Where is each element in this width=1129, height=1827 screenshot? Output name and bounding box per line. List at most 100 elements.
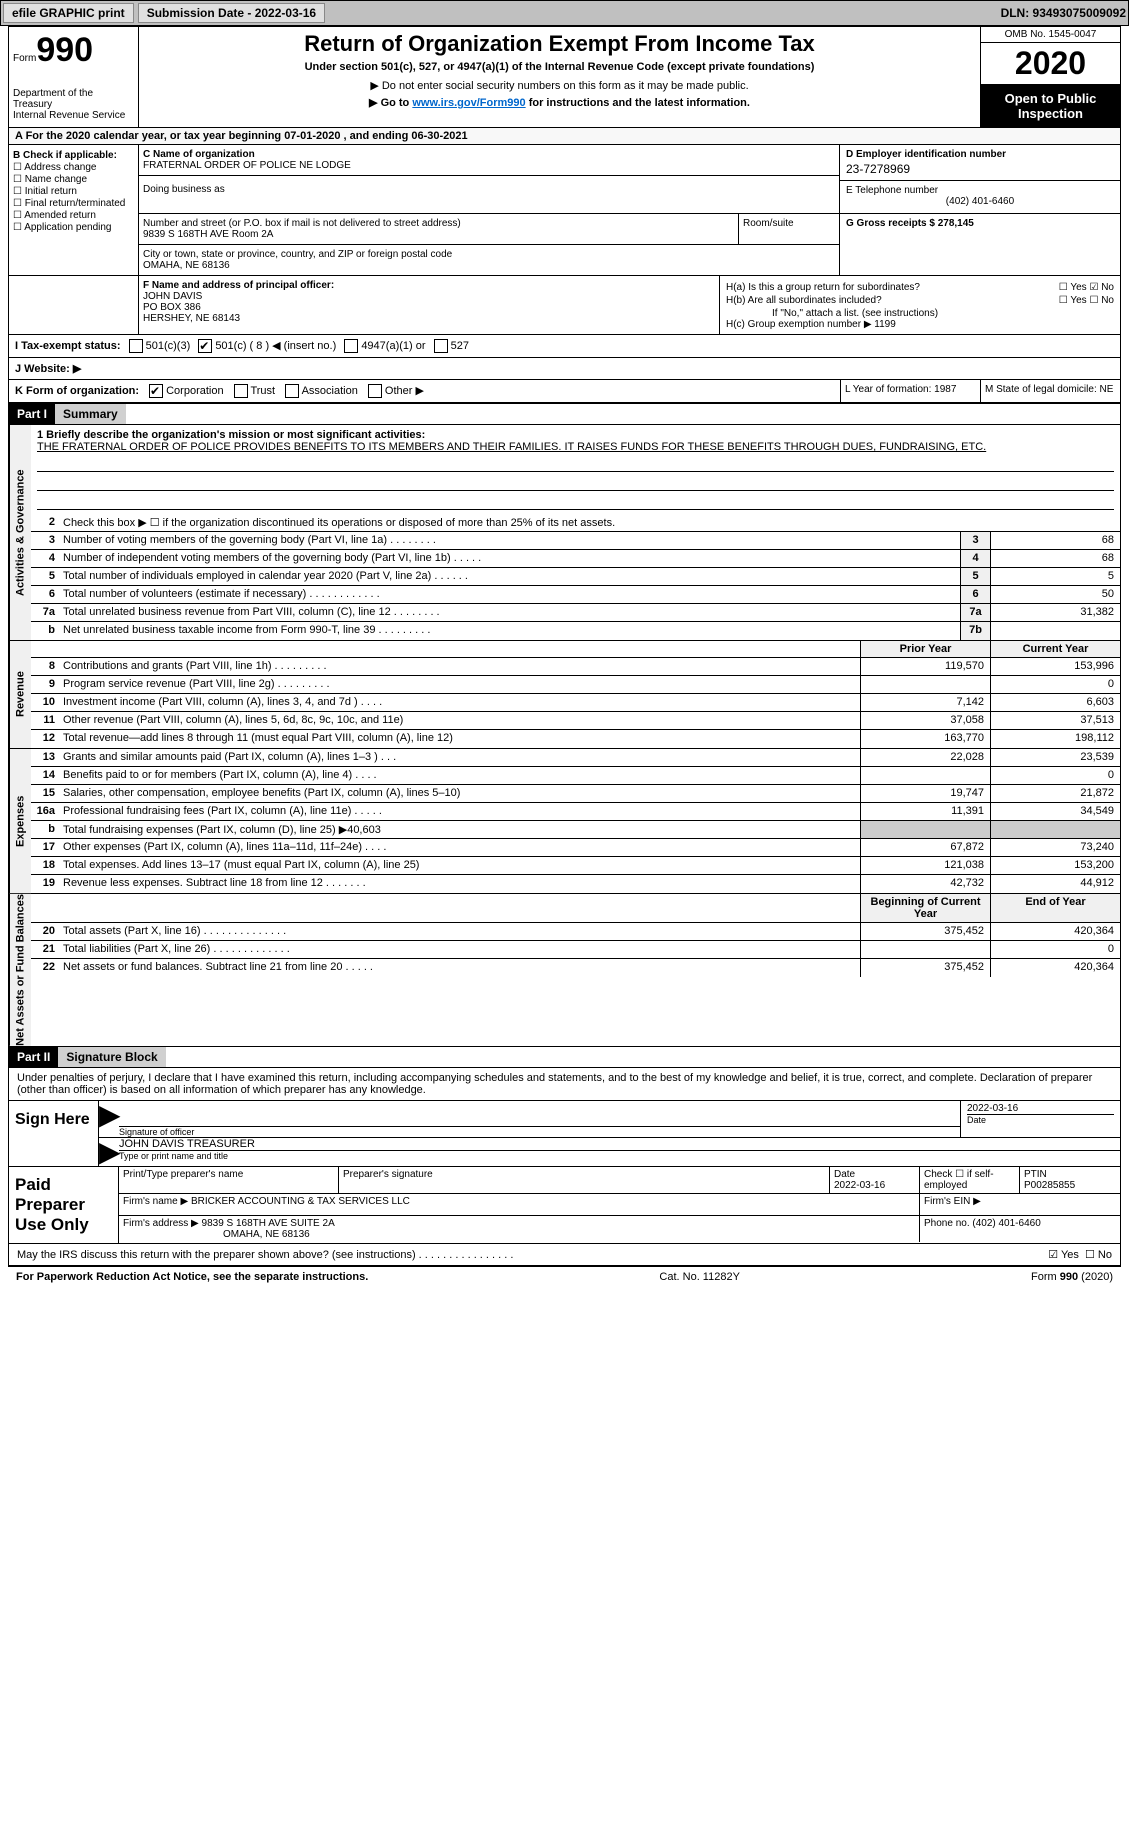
line-desc: Program service revenue (Part VIII, line… (59, 676, 860, 693)
discuss-no[interactable]: ☐ No (1085, 1248, 1112, 1261)
i-opt-0[interactable]: 501(c)(3) (129, 339, 191, 353)
line-num: 12 (31, 730, 59, 748)
line-desc: Total revenue—add lines 8 through 11 (mu… (59, 730, 860, 748)
irs-link[interactable]: www.irs.gov/Form990 (412, 97, 525, 109)
prior-val: 121,038 (860, 857, 990, 874)
prior-val (860, 676, 990, 693)
form-title: Return of Organization Exempt From Incom… (147, 31, 972, 57)
b-amended[interactable]: ☐ Amended return (13, 210, 134, 221)
line-num: b (31, 821, 59, 838)
line-num: 18 (31, 857, 59, 874)
line1-label: 1 Briefly describe the organization's mi… (37, 429, 1114, 441)
form-number: 990 (36, 31, 93, 69)
k-opt-2[interactable]: Association (285, 384, 358, 398)
footer-left: For Paperwork Reduction Act Notice, see … (16, 1271, 368, 1283)
sign-fields: ▶ Signature of officer 2022-03-16 Date ▶… (99, 1101, 1120, 1166)
blank-line-3 (37, 491, 1114, 510)
b-addr-change[interactable]: ☐ Address change (13, 162, 134, 173)
prior-val: 163,770 (860, 730, 990, 748)
b-pending[interactable]: ☐ Application pending (13, 222, 134, 233)
line-num: 4 (31, 550, 59, 567)
line-desc: Net unrelated business taxable income fr… (59, 622, 960, 640)
form-word: Form (13, 53, 36, 64)
line-val: 68 (990, 550, 1120, 567)
line-box: 7b (960, 622, 990, 640)
omb-number: OMB No. 1545-0047 (981, 27, 1120, 43)
b-name-change[interactable]: ☐ Name change (13, 174, 134, 185)
curr-val: 34,549 (990, 803, 1120, 820)
hb-no[interactable]: ☐ No (1089, 295, 1114, 306)
m-domicile: M State of legal domicile: NE (981, 380, 1120, 402)
prep-hdr-self[interactable]: Check ☐ if self-employed (920, 1167, 1020, 1193)
rev-hdr-spacer (31, 641, 860, 657)
l-formation: L Year of formation: 1987 (841, 380, 981, 402)
j-label: J Website: ▶ (15, 362, 81, 375)
org-name-box: C Name of organization FRATERNAL ORDER O… (139, 145, 839, 176)
line-desc: Total assets (Part X, line 16) . . . . .… (59, 923, 860, 940)
line-val: 5 (990, 568, 1120, 585)
part1-title: Summary (55, 404, 126, 424)
netassets-section: Net Assets or Fund Balances Beginning of… (8, 894, 1121, 1047)
discuss-yes[interactable]: ☑ Yes (1048, 1248, 1079, 1261)
line-desc: Professional fundraising fees (Part IX, … (59, 803, 860, 820)
curr-val: 23,539 (990, 749, 1120, 766)
line-desc: Contributions and grants (Part VIII, lin… (59, 658, 860, 675)
i-opt-1[interactable]: 501(c) ( 8 ) ◀ (insert no.) (198, 339, 336, 353)
phone-box: E Telephone number (402) 401-6460 (840, 181, 1120, 214)
line-desc: Total liabilities (Part X, line 26) . . … (59, 941, 860, 958)
firm-city-val: OMAHA, NE 68136 (123, 1229, 310, 1240)
hb-text: H(b) Are all subordinates included? (726, 295, 1059, 306)
k-opt-3[interactable]: Other ▶ (368, 384, 424, 398)
netassets-body: Beginning of Current Year End of Year 20… (31, 894, 1120, 1046)
gov-line-6: 6 Total number of volunteers (estimate i… (31, 586, 1120, 604)
instr2-pre: ▶ Go to (369, 97, 412, 109)
curr-val: 0 (990, 676, 1120, 693)
b-final[interactable]: ☐ Final return/terminated (13, 198, 134, 209)
line-15: 15 Salaries, other compensation, employe… (31, 785, 1120, 803)
efile-graphic-btn[interactable]: efile GRAPHIC print (3, 3, 134, 23)
hb-yes[interactable]: ☐ Yes (1059, 295, 1087, 306)
line-val: 50 (990, 586, 1120, 603)
prior-val: 375,452 (860, 923, 990, 940)
line-num: 16a (31, 803, 59, 820)
line-b: b Total fundraising expenses (Part IX, c… (31, 821, 1120, 839)
line-box: 6 (960, 586, 990, 603)
revenue-section: Revenue Prior Year Current Year 8 Contri… (8, 641, 1121, 749)
line-num: 22 (31, 959, 59, 977)
firm-addr-cell: Firm's address ▶ 9839 S 168TH AVE SUITE … (119, 1216, 920, 1242)
line-desc: Grants and similar amounts paid (Part IX… (59, 749, 860, 766)
line-num: 20 (31, 923, 59, 940)
k-left: K Form of organization: Corporation Trus… (9, 380, 840, 402)
curr-val: 37,513 (990, 712, 1120, 729)
k-opt-1[interactable]: Trust (234, 384, 276, 398)
prep-header-row: Print/Type preparer's name Preparer's si… (119, 1167, 1120, 1194)
prior-val: 11,391 (860, 803, 990, 820)
b-initial[interactable]: ☐ Initial return (13, 186, 134, 197)
open-public-badge: Open to Public Inspection (981, 85, 1120, 127)
org-name: FRATERNAL ORDER OF POLICE NE LODGE (143, 160, 351, 171)
part2-title: Signature Block (58, 1047, 165, 1067)
netassets-col-headers: Beginning of Current Year End of Year (31, 894, 1120, 923)
sig-date-label: Date (967, 1114, 1114, 1125)
prior-val: 7,142 (860, 694, 990, 711)
hb-note: If "No," attach a list. (see instruction… (726, 308, 1114, 319)
ha-yes[interactable]: ☐ Yes (1059, 282, 1087, 293)
street-box: Number and street (or P.O. box if mail i… (139, 214, 739, 244)
line-11: 11 Other revenue (Part VIII, column (A),… (31, 712, 1120, 730)
paid-preparer-label: Paid Preparer Use Only (9, 1167, 119, 1243)
officer-signature[interactable] (119, 1101, 960, 1127)
gov-line-7a: 7a Total unrelated business revenue from… (31, 604, 1120, 622)
k-opt-0[interactable]: Corporation (149, 384, 224, 398)
firm-addr-val: 9839 S 168TH AVE SUITE 2A (202, 1218, 335, 1229)
hb-line: H(b) Are all subordinates included? ☐ Ye… (726, 295, 1114, 306)
line-num: 7a (31, 604, 59, 621)
governance-side-label: Activities & Governance (9, 425, 31, 640)
officer-sig-row: ▶ Signature of officer 2022-03-16 Date (99, 1101, 1120, 1138)
fh-spacer (9, 276, 139, 334)
i-opt-3[interactable]: 527 (434, 339, 469, 353)
blank-line-2 (37, 472, 1114, 491)
i-opt-2[interactable]: 4947(a)(1) or (344, 339, 425, 353)
ha-no[interactable]: ☑ No (1089, 282, 1114, 293)
form-id-box: Form990 Department of the Treasury Inter… (9, 27, 139, 127)
line-desc: Revenue less expenses. Subtract line 18 … (59, 875, 860, 893)
